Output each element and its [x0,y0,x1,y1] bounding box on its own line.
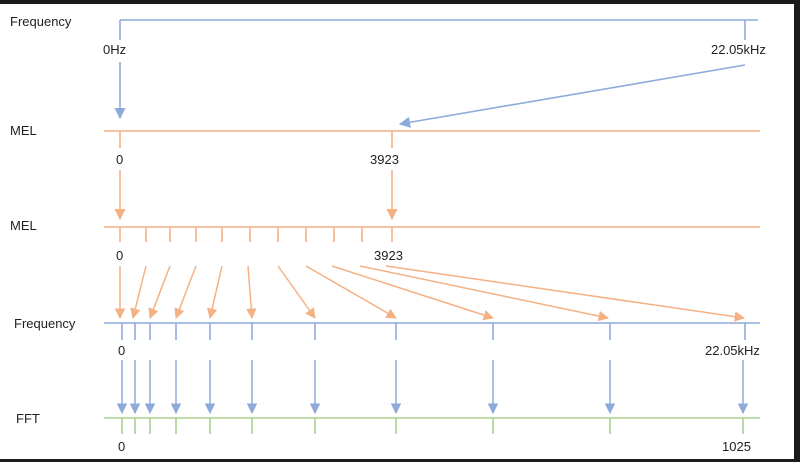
mel-to-frequency-arrows [114,265,746,322]
freq-bottom-end-value: 22.05kHz [705,343,760,358]
row-label-fft: FFT [16,411,40,426]
arrow-freq-to-mel-end [398,64,746,128]
freq-top-start-value: 0Hz [103,42,126,57]
freq-top-end-value: 22.05kHz [711,42,766,57]
mel1-start-value: 0 [116,152,123,167]
frequency-to-fft-arrows [116,360,749,415]
fft-axis [104,417,760,434]
mel-axis-2 [104,226,760,242]
row-label-frequency-top: Frequency [10,14,72,29]
mel-axis-1 [104,130,760,148]
row-label-mel-1: MEL [10,123,37,138]
frequency-top-axis [119,19,758,40]
fft-end-value: 1025 [722,439,751,454]
row-label-frequency-bottom: Frequency [14,316,76,331]
frequency-bottom-axis [104,322,760,340]
mel2-start-value: 0 [116,248,123,263]
fft-start-value: 0 [118,439,125,454]
mel1-end-value: 3923 [370,152,399,167]
row-label-mel-2: MEL [10,218,37,233]
mel2-end-value: 3923 [374,248,403,263]
mel-scale-diagram: Frequency MEL MEL Frequency FFT 0Hz 22.0… [10,14,766,454]
freq-bottom-start-value: 0 [118,343,125,358]
